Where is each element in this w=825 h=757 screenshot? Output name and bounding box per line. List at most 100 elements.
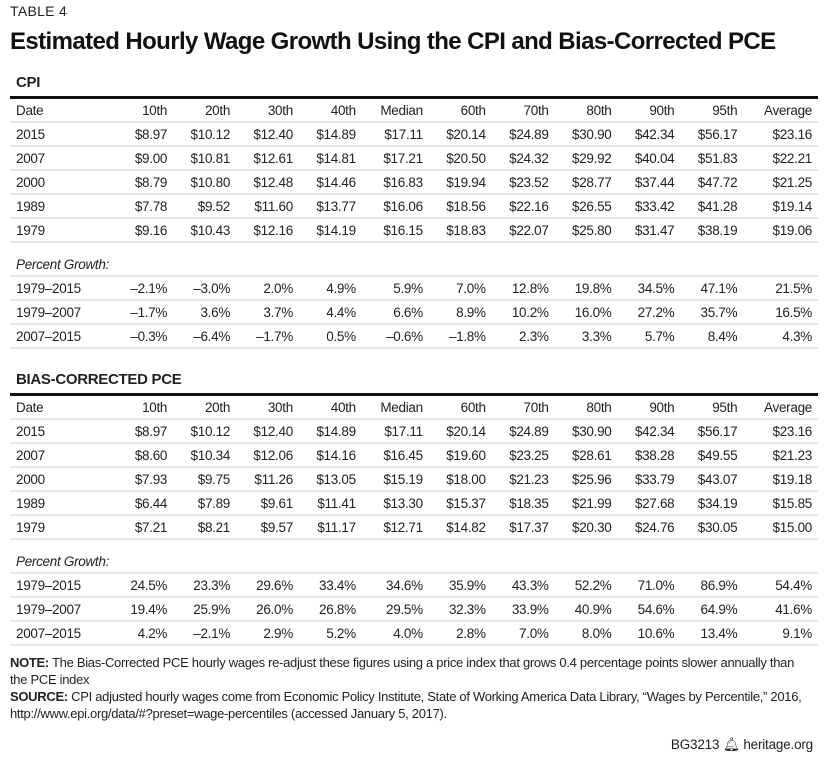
table-cell: 7.0% <box>491 621 555 646</box>
table-cell: $11.41 <box>298 491 362 516</box>
table-cell: 5.2% <box>298 621 362 646</box>
table-cell: $9.16 <box>114 218 174 243</box>
table-cell: 13.4% <box>680 621 744 646</box>
table-cell: 54.6% <box>617 597 681 622</box>
table-cell: $10.81 <box>173 146 237 171</box>
table-cell: 52.2% <box>554 573 618 598</box>
table-cell: $8.97 <box>114 122 174 147</box>
table-cell: –6.4% <box>173 324 237 349</box>
column-header: Average <box>743 394 818 420</box>
table-cell: 6.6% <box>361 300 429 325</box>
table-cell: $22.21 <box>743 146 818 171</box>
table-cell: $43.07 <box>680 467 744 492</box>
table-cell: 26.8% <box>298 597 362 622</box>
table-cell: $21.25 <box>743 170 818 195</box>
table-row: 1989 $6.44 $7.89 $9.61 $11.41 $13.30 $15.37 $18… <box>10 491 818 516</box>
column-header: 20th <box>173 394 237 420</box>
table-cell: $18.56 <box>428 194 492 219</box>
table-cell: 33.4% <box>298 573 362 598</box>
table-cell: 5.7% <box>617 324 681 349</box>
table-cell: $10.12 <box>173 122 237 147</box>
table-cell: $29.92 <box>554 146 618 171</box>
table-cell: 2.9% <box>236 621 299 646</box>
table-cell: $13.05 <box>298 467 362 492</box>
table-cell: $28.77 <box>554 170 618 195</box>
table-cell: $14.82 <box>428 515 492 540</box>
column-header: 70th <box>491 394 555 420</box>
table-cell: 54.4% <box>743 573 818 598</box>
table-cell: $9.75 <box>173 467 237 492</box>
note: NOTE: The Bias-Corrected PCE hourly wage… <box>10 654 810 688</box>
table-cell: $16.45 <box>361 443 429 468</box>
table-row: 1979–2015 24.5% 23.3% 29.6% 33.4% 34.6% 35.9% 4… <box>10 573 818 598</box>
table-cell: 34.5% <box>617 276 681 301</box>
column-header: Median <box>361 394 429 420</box>
table-cell: 2000 <box>10 467 114 492</box>
table-cell: $12.40 <box>236 122 299 147</box>
table-cell: $11.26 <box>236 467 299 492</box>
table-cell: $19.60 <box>428 443 492 468</box>
table-cell: $7.78 <box>114 194 174 219</box>
table-cell: 1979–2007 <box>10 597 114 622</box>
table-cell: 10.6% <box>617 621 681 646</box>
table-row: 1979 $9.16 $10.43 $12.16 $14.19 $16.15 $18.83 $… <box>10 218 818 243</box>
table-cell: –1.7% <box>236 324 299 349</box>
table-cell: $19.94 <box>428 170 492 195</box>
table-cell: 1979 <box>10 218 114 243</box>
table-cell: $23.16 <box>743 122 818 147</box>
column-header: 40th <box>298 97 362 123</box>
table-cell: $20.50 <box>428 146 492 171</box>
table-cell: 1979–2015 <box>10 573 114 598</box>
table-cell: 9.1% <box>743 621 818 646</box>
table-cell: 33.9% <box>491 597 555 622</box>
table-cell: $20.30 <box>554 515 618 540</box>
column-header: 70th <box>491 97 555 123</box>
column-header: 60th <box>428 97 492 123</box>
table-cell: 3.3% <box>554 324 618 349</box>
table-row: 1979 $7.21 $8.21 $9.57 $11.17 $12.71 $14.82 $17… <box>10 515 818 540</box>
table-cell: 2015 <box>10 122 114 147</box>
table-cell: $21.23 <box>491 467 555 492</box>
table-row: 1979–2015 –2.1% –3.0% 2.0% 4.9% 5.9% 7.0% 12.8%… <box>10 276 818 301</box>
table-cell: 16.0% <box>554 300 618 325</box>
table-cell: $11.17 <box>298 515 362 540</box>
table-cell: $14.81 <box>298 146 362 171</box>
section-title: CPI <box>16 74 41 91</box>
table-cell: 2.8% <box>428 621 492 646</box>
note-label: NOTE: <box>10 655 49 670</box>
table-cell: 25.9% <box>173 597 237 622</box>
table-cell: $15.85 <box>743 491 818 516</box>
column-header: 10th <box>114 394 174 420</box>
table-cell: 8.4% <box>680 324 744 349</box>
table-cell: 4.0% <box>361 621 429 646</box>
table-cell: $14.89 <box>298 419 362 444</box>
table-cell: –0.3% <box>114 324 174 349</box>
table-cell: 32.3% <box>428 597 492 622</box>
column-header: 40th <box>298 394 362 420</box>
table-cell: $20.14 <box>428 419 492 444</box>
table-cell: $11.60 <box>236 194 299 219</box>
table-cell: 0.5% <box>298 324 362 349</box>
table-cell: 40.9% <box>554 597 618 622</box>
table-cell: $42.34 <box>617 419 681 444</box>
table-cell: $20.14 <box>428 122 492 147</box>
table-cell: $17.11 <box>361 122 429 147</box>
table-cell: $8.79 <box>114 170 174 195</box>
table-cell: $17.21 <box>361 146 429 171</box>
table-cell: $56.17 <box>680 122 744 147</box>
pce-table: Date 10th 20th 30th 40th Median 60th 70th 80th 90… <box>10 393 818 646</box>
table-cell: $13.77 <box>298 194 362 219</box>
column-header: 30th <box>236 97 299 123</box>
table-cell: $12.16 <box>236 218 299 243</box>
table-cell: –0.6% <box>361 324 429 349</box>
table-cell: $24.76 <box>617 515 681 540</box>
table-cell: $23.16 <box>743 419 818 444</box>
table-cell: $12.48 <box>236 170 299 195</box>
table-cell: $10.43 <box>173 218 237 243</box>
table-cell: $9.00 <box>114 146 174 171</box>
table-cell: 29.5% <box>361 597 429 622</box>
table-cell: $25.80 <box>554 218 618 243</box>
table-cell: $15.00 <box>743 515 818 540</box>
table-cell: 1989 <box>10 194 114 219</box>
table-cell: $8.97 <box>114 419 174 444</box>
